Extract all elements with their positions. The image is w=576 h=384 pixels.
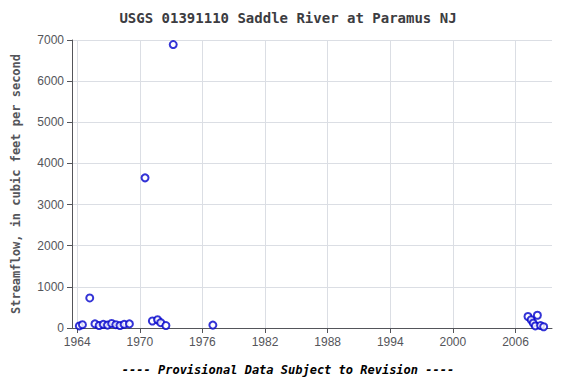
svg-text:2000: 2000 <box>37 239 64 253</box>
svg-text:4000: 4000 <box>37 156 64 170</box>
svg-text:---- Provisional Data Subject: ---- Provisional Data Subject to Revisio… <box>122 363 454 377</box>
svg-text:6000: 6000 <box>37 74 64 88</box>
svg-text:USGS 01391110 Saddle River at: USGS 01391110 Saddle River at Paramus NJ <box>119 10 456 26</box>
svg-text:1000: 1000 <box>37 280 64 294</box>
svg-text:1964: 1964 <box>64 335 91 349</box>
svg-text:Streamflow, in cubic feet per: Streamflow, in cubic feet per second <box>9 54 23 314</box>
svg-text:5000: 5000 <box>37 115 64 129</box>
svg-text:1988: 1988 <box>314 335 341 349</box>
svg-text:1982: 1982 <box>252 335 279 349</box>
svg-text:2000: 2000 <box>440 335 467 349</box>
svg-text:0: 0 <box>57 321 64 335</box>
svg-text:1970: 1970 <box>126 335 153 349</box>
svg-text:1976: 1976 <box>189 335 216 349</box>
svg-text:2006: 2006 <box>502 335 529 349</box>
svg-text:1994: 1994 <box>377 335 404 349</box>
svg-text:3000: 3000 <box>37 198 64 212</box>
svg-text:7000: 7000 <box>37 33 64 47</box>
